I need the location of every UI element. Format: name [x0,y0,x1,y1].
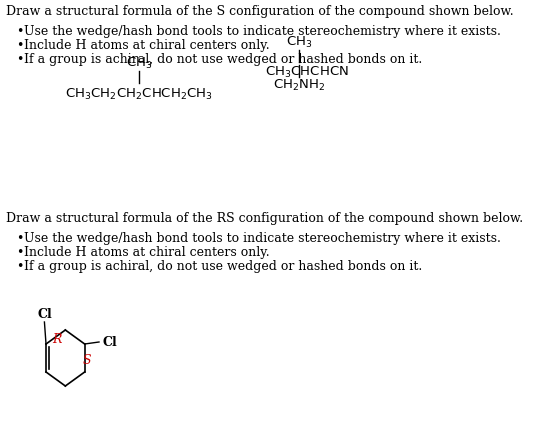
Text: $\mathsf{CH_3CH_2CH_2CHCH_2CH_3}$: $\mathsf{CH_3CH_2CH_2CHCH_2CH_3}$ [65,87,213,102]
Text: If a group is achiral, do not use wedged or hashed bonds on it.: If a group is achiral, do not use wedged… [24,53,422,66]
Text: •: • [16,232,24,245]
Text: $\mathsf{CH_3}$: $\mathsf{CH_3}$ [286,35,312,50]
Text: $\mathsf{CH_3CHCHCN}$: $\mathsf{CH_3CHCHCN}$ [264,65,348,80]
Text: Draw a structural formula of the RS configuration of the compound shown below.: Draw a structural formula of the RS conf… [6,212,524,225]
Text: Cl: Cl [102,335,117,348]
Text: S: S [83,354,91,367]
Text: Include H atoms at chiral centers only.: Include H atoms at chiral centers only. [24,39,270,52]
Text: Use the wedge/hash bond tools to indicate stereochemistry where it exists.: Use the wedge/hash bond tools to indicat… [24,25,501,38]
Text: •: • [16,260,24,273]
Text: Include H atoms at chiral centers only.: Include H atoms at chiral centers only. [24,246,270,259]
Text: $\mathsf{CH_2NH_2}$: $\mathsf{CH_2NH_2}$ [272,78,325,93]
Text: •: • [16,246,24,259]
Text: •: • [16,53,24,66]
Text: $\mathsf{CH_3}$: $\mathsf{CH_3}$ [126,56,152,71]
Text: Cl: Cl [37,308,52,321]
Text: If a group is achiral, do not use wedged or hashed bonds on it.: If a group is achiral, do not use wedged… [24,260,422,273]
Text: •: • [16,25,24,38]
Text: Use the wedge/hash bond tools to indicate stereochemistry where it exists.: Use the wedge/hash bond tools to indicat… [24,232,501,245]
Text: Draw a structural formula of the S configuration of the compound shown below.: Draw a structural formula of the S confi… [6,5,514,18]
Text: R: R [52,333,62,345]
Text: •: • [16,39,24,52]
